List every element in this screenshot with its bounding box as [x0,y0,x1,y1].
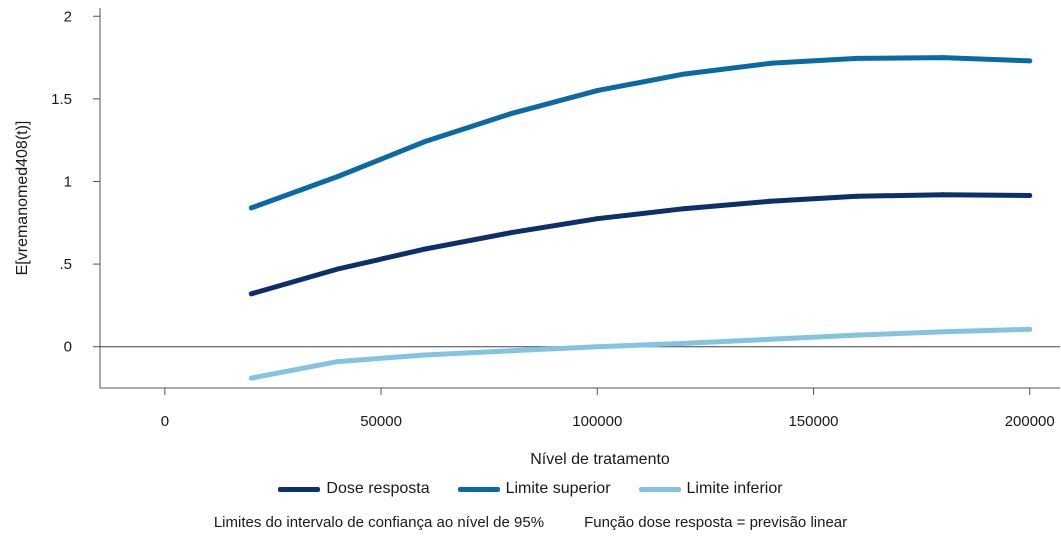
legend-item-2: Limite superior [457,480,611,498]
legend-swatch [638,486,681,492]
data-point [335,174,341,180]
function-note: Função dose resposta = previsão linear [584,514,848,531]
data-point [421,352,427,358]
y-tick-label: 1 [64,173,72,190]
y-axis: 0 .5 1 1.5 2 [51,8,101,388]
data-point [248,291,254,297]
data-point [854,55,860,61]
data-point [940,329,946,335]
legend-label: Dose resposta [326,480,430,497]
legend-item-1: Dose resposta [278,480,430,498]
data-point [940,55,946,61]
y-tick-label: .5 [59,256,72,273]
data-point [335,266,341,272]
data-point [681,206,687,212]
x-tick-label: 100000 [572,413,622,430]
data-point [681,71,687,77]
series-layer [248,55,1033,381]
y-tick-label: 1.5 [51,91,72,108]
data-point [1027,193,1033,199]
data-point [248,205,254,211]
confidence-note: Limites do intervalo de confiança ao nív… [213,514,545,531]
data-point [594,216,600,222]
y-tick-label: 0 [64,339,72,356]
legend-item-3: Limite inferior [638,480,783,498]
dose-response-chart: 0 .5 1 1.5 2 0 50000 100000 150000 200000 E[vrem… [14,8,1060,468]
data-point [1027,326,1033,332]
series-line-1 [248,192,1033,297]
data-point [421,246,427,252]
x-tick-label: 150000 [788,413,838,430]
x-tick-label: 50000 [360,413,402,430]
y-tick-label: 2 [64,8,72,25]
data-point [594,344,600,350]
y-axis-title: E[vremanomed408(t)] [14,121,31,276]
data-point [681,340,687,346]
x-tick-label: 0 [161,413,169,430]
data-point [1027,58,1033,64]
x-axis-title: Nível de tratamento [530,451,670,468]
series-line-3 [248,326,1033,381]
data-point [508,348,514,354]
x-axis: 0 50000 100000 150000 200000 [100,387,1060,430]
data-point [421,139,427,145]
series-line-2 [248,55,1033,211]
data-point [508,111,514,117]
legend-swatch [278,486,321,492]
data-point [335,359,341,365]
data-point [854,332,860,338]
legend-swatch [457,486,500,492]
data-point [248,375,254,381]
legend-label: Limite superior [505,480,611,497]
legend-label: Limite inferior [686,480,783,497]
data-point [940,192,946,198]
data-point [767,336,773,342]
data-point [854,193,860,199]
chart-notes: Limites do intervalo de confiança ao nív… [0,514,1061,531]
data-point [767,60,773,66]
data-point [594,88,600,94]
data-point [508,230,514,236]
x-tick-label: 200000 [1005,413,1055,430]
data-point [767,198,773,204]
legend: Dose resposta Limite superior Limite infer… [0,480,1061,498]
